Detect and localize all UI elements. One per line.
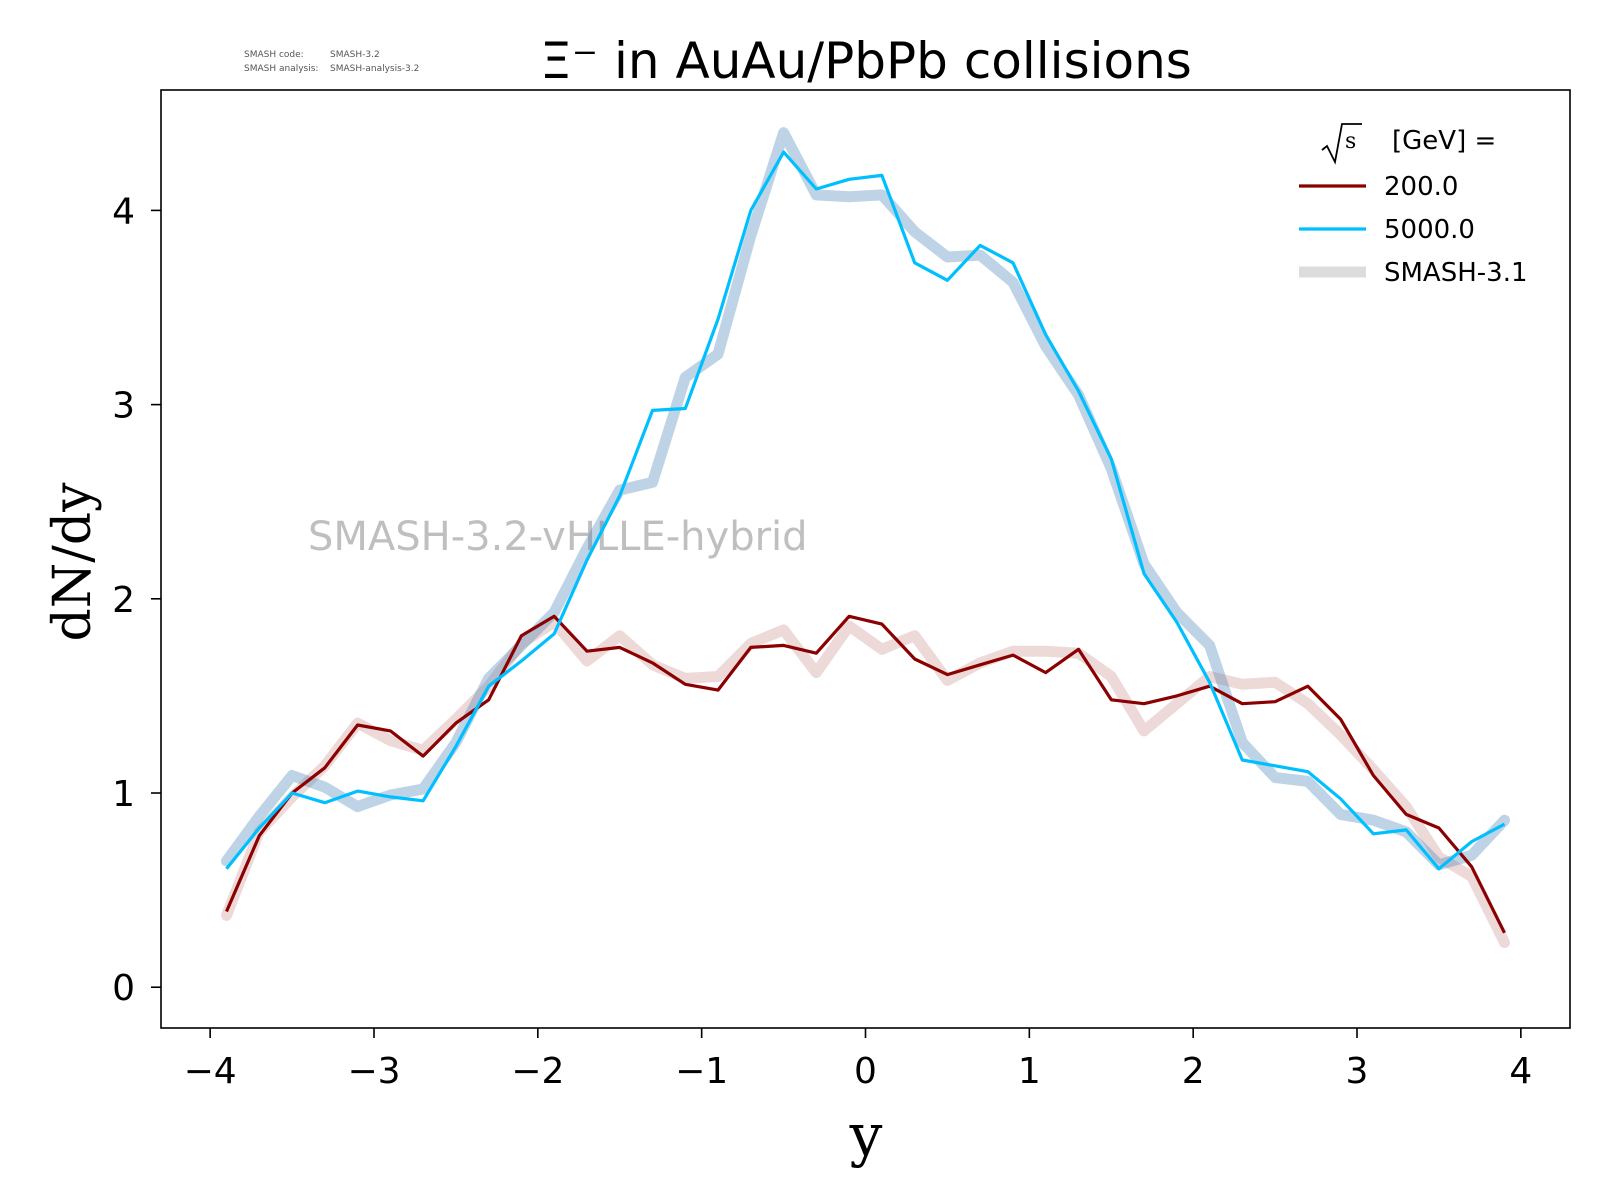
chart-title: Ξ⁻ in AuAu/PbPb collisions (540, 32, 1192, 90)
x-tick-label: 1 (1018, 1051, 1041, 1092)
x-tick-label: −1 (675, 1051, 728, 1092)
legend-label-5000: 5000.0 (1384, 215, 1475, 245)
tick-layer: −4 −3 −2 −1 0 1 2 3 4 0 1 2 3 4 (112, 191, 1532, 1092)
smash-analysis-value: SMASH-analysis-3.2 (330, 64, 419, 74)
smash-analysis-label: SMASH analysis: (244, 64, 318, 74)
watermark: SMASH-3.2-vHLLE-hybrid (308, 514, 808, 560)
y-axis-label: dN/dy (43, 482, 103, 642)
x-tick-label: −4 (184, 1051, 237, 1092)
x-tick-label: 4 (1509, 1051, 1532, 1092)
x-axis-label: y (849, 1101, 883, 1169)
x-tick-label: 3 (1346, 1051, 1369, 1092)
legend-label-200: 200.0 (1384, 172, 1458, 202)
x-tick-label: −3 (347, 1051, 400, 1092)
smash-code-value: SMASH-3.2 (330, 50, 380, 60)
y-tick-label: 3 (112, 386, 135, 427)
series-line-smash31-5000-0 (221, 127, 1510, 871)
legend: s [GeV] = 200.0 5000.0 SMASH-3.1 (1299, 123, 1528, 288)
sqrt-icon (1321, 123, 1362, 165)
legend-label-smash31: SMASH-3.1 (1384, 258, 1528, 288)
x-tick-label: −2 (511, 1051, 564, 1092)
y-tick-label: 2 (112, 580, 135, 621)
series-line-5000-0 (225, 150, 1506, 871)
legend-title-text: [GeV] = (1392, 126, 1496, 156)
legend-title: s [GeV] = (1321, 123, 1496, 165)
y-tick-label: 1 (112, 774, 135, 815)
x-tick-label: 0 (854, 1051, 877, 1092)
y-tick-label: 0 (112, 968, 135, 1009)
x-tick-label: 2 (1182, 1051, 1205, 1092)
y-tick-label: 4 (112, 191, 135, 232)
series-layer (221, 127, 1510, 949)
smash-code-label: SMASH code: (244, 50, 304, 60)
series-line-200-0 (225, 614, 1506, 934)
legend-title-sqrt-s: s (1345, 129, 1356, 154)
